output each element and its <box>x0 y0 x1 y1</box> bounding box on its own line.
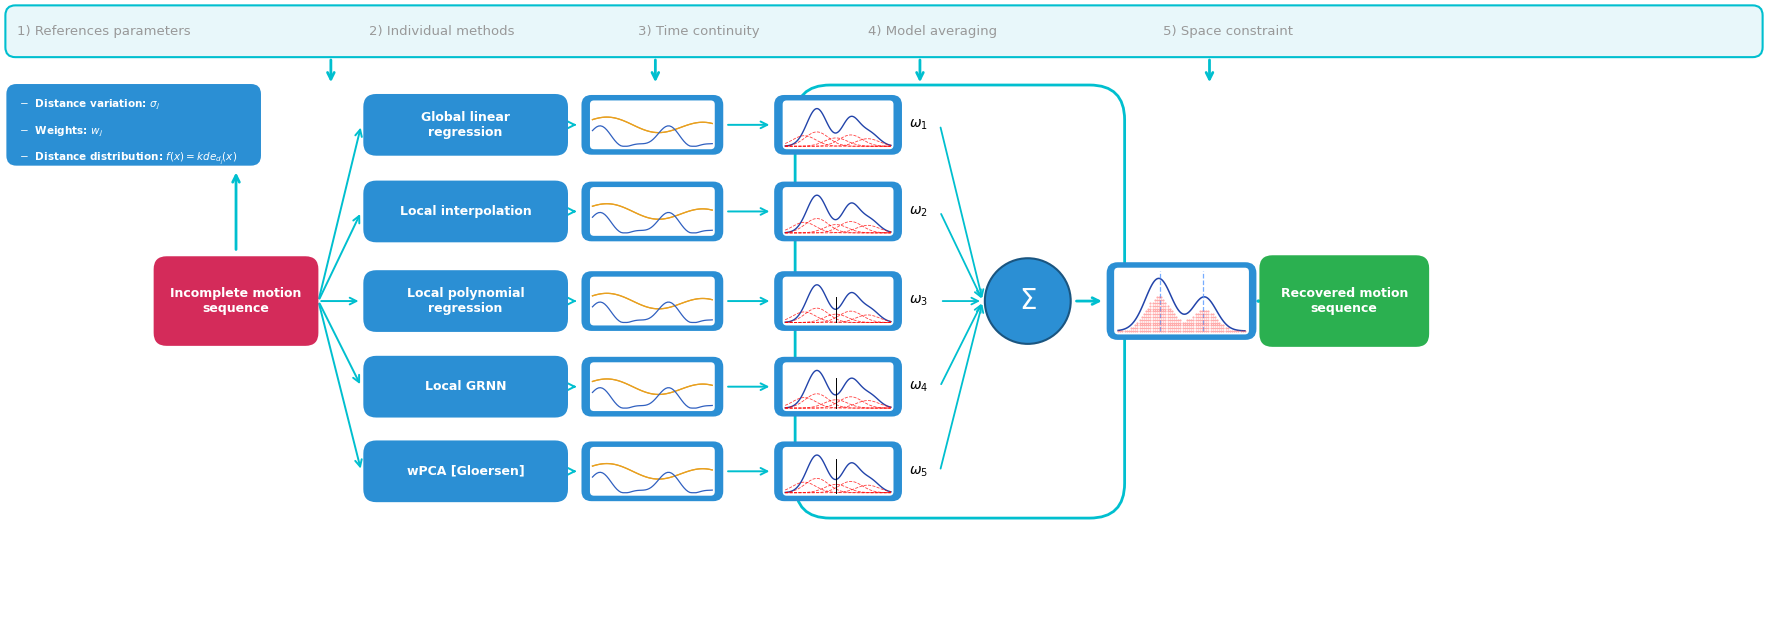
FancyBboxPatch shape <box>774 357 902 416</box>
Text: $\omega_3$: $\omega_3$ <box>909 294 928 308</box>
Text: Local GRNN: Local GRNN <box>424 380 506 393</box>
Circle shape <box>985 259 1071 344</box>
FancyBboxPatch shape <box>591 101 714 149</box>
FancyBboxPatch shape <box>783 101 893 149</box>
Text: 5) Space constraint: 5) Space constraint <box>1163 25 1292 38</box>
Text: $\omega_5$: $\omega_5$ <box>909 464 928 479</box>
FancyBboxPatch shape <box>783 277 893 325</box>
Text: wPCA [Gloersen]: wPCA [Gloersen] <box>407 465 525 478</box>
Text: 2) Individual methods: 2) Individual methods <box>370 25 514 38</box>
FancyBboxPatch shape <box>783 187 893 236</box>
FancyBboxPatch shape <box>1259 255 1429 347</box>
Text: $\Sigma$: $\Sigma$ <box>1018 287 1036 315</box>
FancyBboxPatch shape <box>582 95 723 155</box>
Text: $\omega_4$: $\omega_4$ <box>909 379 928 394</box>
Text: $\omega_1$: $\omega_1$ <box>909 118 928 132</box>
FancyBboxPatch shape <box>774 271 902 331</box>
FancyBboxPatch shape <box>591 277 714 325</box>
FancyBboxPatch shape <box>582 357 723 416</box>
FancyBboxPatch shape <box>582 182 723 242</box>
Text: $-$  Distance distribution: $f(x) = kde_{d_j}(x)$: $-$ Distance distribution: $f(x) = kde_{… <box>19 151 237 167</box>
Text: $\omega_2$: $\omega_2$ <box>909 204 928 219</box>
FancyBboxPatch shape <box>154 256 318 346</box>
FancyBboxPatch shape <box>774 182 902 242</box>
Text: Recovered motion
sequence: Recovered motion sequence <box>1280 287 1407 315</box>
FancyBboxPatch shape <box>1114 268 1248 335</box>
FancyBboxPatch shape <box>774 442 902 501</box>
FancyBboxPatch shape <box>582 442 723 501</box>
Text: $-$  Weights: $w_j$: $-$ Weights: $w_j$ <box>19 125 104 139</box>
Text: 4) Model averaging: 4) Model averaging <box>868 25 997 38</box>
Text: Incomplete motion
sequence: Incomplete motion sequence <box>170 287 302 315</box>
FancyBboxPatch shape <box>362 181 568 242</box>
Text: Local polynomial
regression: Local polynomial regression <box>407 287 525 315</box>
FancyBboxPatch shape <box>362 440 568 502</box>
FancyBboxPatch shape <box>783 447 893 496</box>
FancyBboxPatch shape <box>774 95 902 155</box>
Text: Local interpolation: Local interpolation <box>400 205 532 218</box>
FancyBboxPatch shape <box>591 187 714 236</box>
FancyBboxPatch shape <box>5 6 1763 57</box>
FancyBboxPatch shape <box>591 447 714 496</box>
FancyBboxPatch shape <box>1107 262 1257 340</box>
FancyBboxPatch shape <box>582 271 723 331</box>
FancyBboxPatch shape <box>362 270 568 332</box>
FancyBboxPatch shape <box>591 362 714 411</box>
FancyBboxPatch shape <box>7 84 262 165</box>
FancyBboxPatch shape <box>783 362 893 411</box>
Text: Global linear
regression: Global linear regression <box>421 111 511 139</box>
FancyBboxPatch shape <box>362 356 568 418</box>
Text: 3) Time continuity: 3) Time continuity <box>638 25 760 38</box>
Text: 1) References parameters: 1) References parameters <box>18 25 191 38</box>
Text: $-$  Distance variation: $\sigma_j$: $-$ Distance variation: $\sigma_j$ <box>19 97 161 112</box>
FancyBboxPatch shape <box>362 94 568 156</box>
